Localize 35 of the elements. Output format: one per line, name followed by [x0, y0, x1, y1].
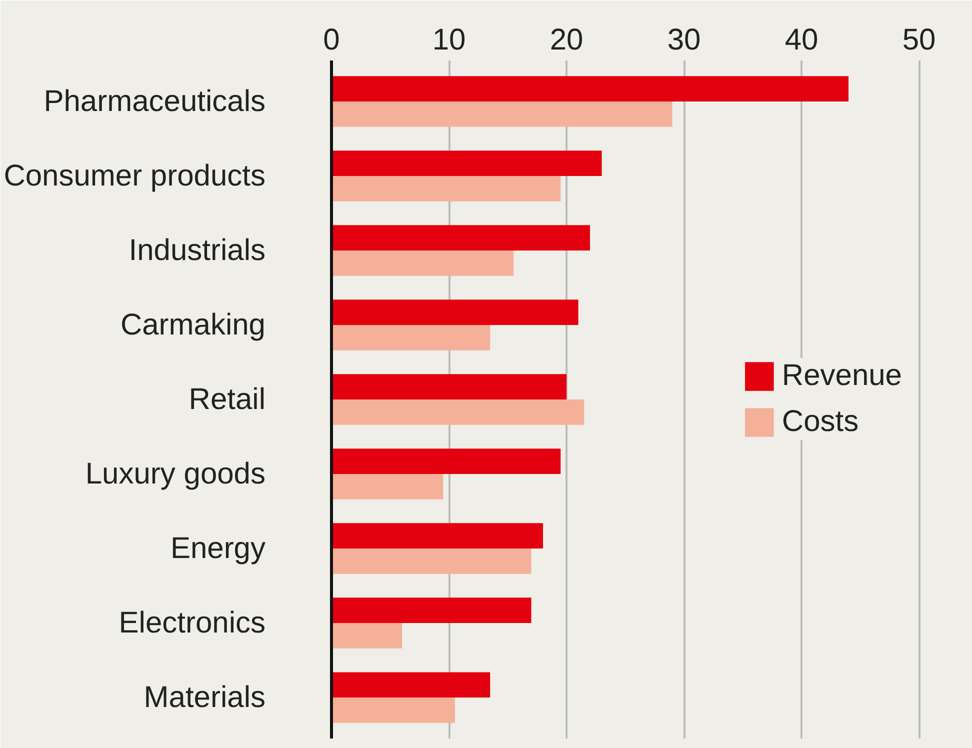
- x-tick-label: 10: [432, 24, 466, 56]
- x-tick-label: 50: [902, 24, 936, 56]
- legend-label: Costs: [782, 405, 859, 439]
- bar: [332, 698, 455, 723]
- bar: [332, 324, 490, 350]
- y-tick-label: Consumer products: [4, 159, 266, 192]
- bar: [332, 448, 561, 474]
- bar: [332, 474, 444, 500]
- y-tick-label: Carmaking: [120, 308, 266, 342]
- bar: [332, 400, 584, 425]
- bar: [332, 623, 402, 648]
- y-tick-label: Luxury goods: [85, 458, 266, 491]
- x-tick-label: 30: [667, 24, 701, 56]
- y-tick-label: Energy: [170, 532, 266, 566]
- y-tick-label: Industrials: [128, 234, 266, 267]
- y-tick-label: Electronics: [118, 606, 266, 640]
- bar: [332, 225, 590, 250]
- bar: [332, 523, 543, 549]
- y-tick-label: Retail: [188, 383, 266, 416]
- bar: [332, 101, 672, 127]
- y-tick-label: Pharmaceuticals: [44, 84, 266, 118]
- bar: [332, 374, 566, 400]
- bar: [332, 548, 532, 574]
- legend-label: Revenue: [782, 359, 902, 393]
- y-tick-label: Materials: [144, 681, 266, 714]
- x-tick-label: 0: [323, 24, 340, 56]
- bar: [332, 176, 561, 202]
- x-tick-label: 40: [784, 24, 818, 56]
- bar: [332, 150, 602, 176]
- bar: [332, 250, 514, 276]
- bar: [332, 672, 490, 698]
- x-tick-label: 20: [550, 24, 584, 56]
- bar: [332, 300, 578, 325]
- bar: [332, 76, 848, 102]
- bar: [332, 598, 532, 624]
